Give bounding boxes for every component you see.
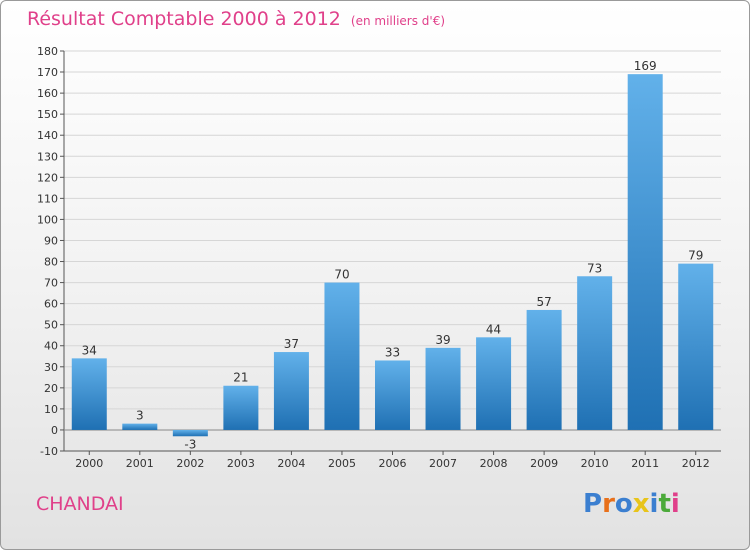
x-tick-label: 2005 — [328, 457, 356, 470]
logo-letter: i — [649, 489, 659, 519]
bar — [273, 352, 309, 430]
y-tick-label: 170 — [37, 66, 58, 79]
bar — [71, 358, 107, 430]
bar — [375, 360, 410, 430]
y-tick-label: 110 — [37, 192, 58, 205]
logo-letter: o — [614, 489, 633, 519]
x-tick-label: 2006 — [379, 457, 407, 470]
bar — [425, 347, 461, 430]
x-tick-label: 2009 — [530, 457, 558, 470]
y-tick-label: 90 — [44, 234, 58, 247]
y-tick-label: 180 — [37, 45, 58, 58]
y-tick-label: 60 — [44, 298, 58, 311]
x-tick-label: 2008 — [480, 457, 508, 470]
data-label: 37 — [284, 337, 299, 351]
data-label: 73 — [587, 261, 602, 275]
y-tick-label: 10 — [44, 403, 58, 416]
bar — [324, 282, 360, 430]
y-tick-label: 150 — [37, 108, 58, 121]
x-tick-label: 2002 — [176, 457, 204, 470]
y-tick-label: 40 — [44, 340, 58, 353]
y-tick-label: 100 — [37, 213, 58, 226]
y-tick-label: 120 — [37, 171, 58, 184]
data-label: -3 — [184, 437, 196, 451]
commune-name: CHANDAI — [36, 493, 124, 515]
y-tick-label: 70 — [44, 277, 58, 290]
bar — [577, 276, 613, 430]
bar — [678, 263, 714, 430]
y-tick-label: 140 — [37, 129, 58, 142]
data-label: 33 — [385, 345, 400, 359]
data-label: 3 — [136, 409, 144, 423]
y-tick-label: 0 — [51, 424, 58, 437]
logo-letter: i — [670, 489, 680, 519]
logo-letter: x — [632, 489, 650, 519]
x-tick-label: 2004 — [277, 457, 305, 470]
data-label: 39 — [435, 333, 450, 347]
chart-subtitle: (en milliers d'€) — [350, 14, 446, 28]
y-tick-label: 80 — [44, 256, 58, 269]
y-tick-label: 160 — [37, 87, 58, 100]
x-tick-label: 2007 — [429, 457, 457, 470]
x-tick-label: 2011 — [631, 457, 659, 470]
data-label: 34 — [82, 343, 97, 357]
proxiti-logo: Proxiti — [583, 489, 680, 519]
bar — [223, 385, 259, 430]
y-tick-label: -10 — [40, 445, 58, 458]
bar — [172, 429, 208, 437]
logo-letter: r — [602, 489, 615, 519]
bar — [122, 423, 158, 430]
data-label: 70 — [334, 268, 349, 282]
y-tick-label: 50 — [44, 319, 58, 332]
bar — [526, 309, 562, 430]
x-tick-label: 2012 — [682, 457, 710, 470]
y-tick-label: 30 — [44, 361, 58, 374]
x-tick-label: 2010 — [581, 457, 609, 470]
chart-title: Résultat Comptable 2000 à 2012 (en millie… — [27, 8, 445, 30]
data-label: 169 — [634, 59, 657, 73]
bar — [627, 74, 663, 430]
bar — [476, 337, 512, 430]
logo-letter: P — [583, 489, 603, 519]
x-tick-label: 2003 — [227, 457, 255, 470]
logo-letter: t — [658, 489, 671, 519]
y-tick-label: 20 — [44, 382, 58, 395]
data-label: 44 — [486, 322, 501, 336]
chart-title-text: Résultat Comptable 2000 à 2012 — [27, 8, 341, 30]
data-label: 79 — [688, 249, 703, 263]
x-tick-label: 2001 — [126, 457, 154, 470]
x-tick-label: 2000 — [75, 457, 103, 470]
y-tick-label: 130 — [37, 150, 58, 163]
data-label: 57 — [536, 295, 551, 309]
data-label: 21 — [233, 371, 248, 385]
